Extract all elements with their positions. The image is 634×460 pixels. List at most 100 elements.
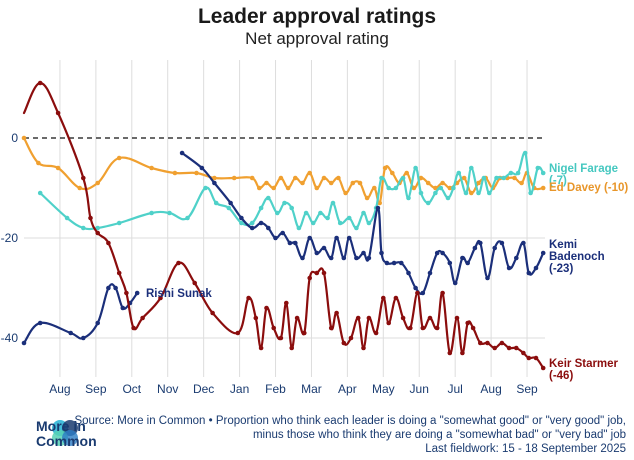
starmer-point [116, 270, 122, 276]
starmer-point [55, 110, 61, 116]
farage-point [433, 190, 438, 196]
davey-point [21, 135, 27, 141]
farage-point [239, 220, 244, 226]
farage-point [476, 190, 481, 196]
badenoch-point [514, 255, 519, 261]
farage-point [469, 165, 474, 171]
starmer-point [158, 295, 163, 301]
farage-point [379, 175, 384, 181]
badenoch-point [321, 245, 327, 251]
davey-point [377, 200, 383, 206]
sunak-point [37, 320, 43, 326]
farage-point [149, 210, 154, 216]
farage-point [456, 170, 462, 176]
davey-point [476, 180, 481, 186]
farage-point [508, 170, 514, 176]
starmer-point [465, 320, 471, 326]
starmer-point [454, 315, 460, 321]
starmer-point [235, 330, 241, 336]
farage-point [346, 215, 352, 221]
farage-label: Nigel Farage (-7) [549, 163, 618, 187]
starmer-point [37, 80, 43, 86]
farage-point [528, 190, 533, 196]
chart-subtitle: Net approval rating [245, 29, 389, 48]
davey-point [307, 170, 313, 176]
davey-point [433, 185, 438, 191]
starmer-point [294, 315, 300, 321]
sunak-point [95, 320, 100, 326]
davey-point [336, 175, 341, 181]
farage-point [226, 205, 232, 211]
x-tick-label: Aug [49, 382, 70, 396]
davey-point [357, 180, 363, 186]
starmer-point [131, 325, 136, 331]
farage-point [535, 165, 541, 171]
x-tick-label: Mar [301, 382, 322, 396]
farage-point [258, 205, 264, 211]
farage-point [386, 185, 392, 191]
starmer-point [492, 345, 498, 351]
davey-point [418, 175, 424, 181]
badenoch-point [465, 260, 471, 266]
badenoch-point [391, 260, 397, 266]
sunak-point [134, 290, 140, 296]
starmer-point [321, 270, 327, 276]
starmer-point [540, 365, 546, 371]
farage-point [95, 225, 100, 231]
farage-point [203, 185, 208, 191]
davey-point [212, 175, 217, 181]
starmer-point [533, 355, 539, 361]
series-farage [37, 150, 546, 231]
badenoch-point [499, 240, 505, 246]
x-tick-label: Jun [410, 382, 429, 396]
y-tick-label: 0 [11, 131, 18, 145]
x-tick-label: Oct [122, 382, 141, 396]
davey-point [314, 185, 320, 191]
badenoch-point [258, 220, 264, 226]
badenoch-point [526, 270, 532, 276]
farage-point [266, 195, 271, 201]
starmer-point [427, 315, 433, 321]
badenoch-point [273, 235, 278, 241]
starmer-point [521, 350, 526, 356]
davey-point [172, 170, 178, 176]
farage-point [282, 200, 287, 206]
source-line-2: minus those who think they are doing a "… [252, 429, 626, 441]
badenoch-point [307, 235, 313, 241]
starmer-point [393, 295, 399, 301]
starmer-point [366, 315, 372, 321]
badenoch-point [460, 255, 465, 261]
badenoch-point [521, 240, 526, 246]
badenoch-point [384, 260, 390, 266]
badenoch-point [472, 245, 478, 251]
badenoch-point [379, 250, 384, 256]
farage-point [481, 175, 487, 181]
farage-point [361, 210, 366, 216]
starmer-point [302, 330, 307, 336]
starmer-point [381, 295, 386, 301]
series-labels: Nigel Farage (-7)Ed Davey (-10) Kemi Badeno… [146, 163, 628, 382]
farage-point [303, 210, 309, 216]
badenoch-point [399, 260, 404, 266]
badenoch-point [420, 290, 426, 296]
badenoch-point [452, 280, 458, 286]
badenoch-point [427, 270, 433, 276]
source-note: Source: More in Common • Proportion who … [74, 414, 626, 456]
starmer-point [289, 345, 295, 351]
farage-point [438, 185, 444, 191]
badenoch-point [341, 255, 347, 261]
farage-point [413, 165, 418, 171]
starmer-point [355, 315, 361, 321]
starmer-point [514, 345, 519, 351]
x-tick-label: Dec [193, 382, 214, 396]
starmer-point [328, 325, 334, 331]
x-tick-label: May [372, 382, 395, 396]
sunak-point [106, 285, 111, 291]
starmer-point [210, 310, 215, 316]
starmer-point [271, 325, 277, 331]
x-tick-label: Jan [230, 382, 249, 396]
series-starmer [22, 80, 546, 371]
series [21, 80, 546, 371]
farage-point [296, 225, 302, 231]
davey-label: Ed Davey (-10) [549, 182, 628, 194]
